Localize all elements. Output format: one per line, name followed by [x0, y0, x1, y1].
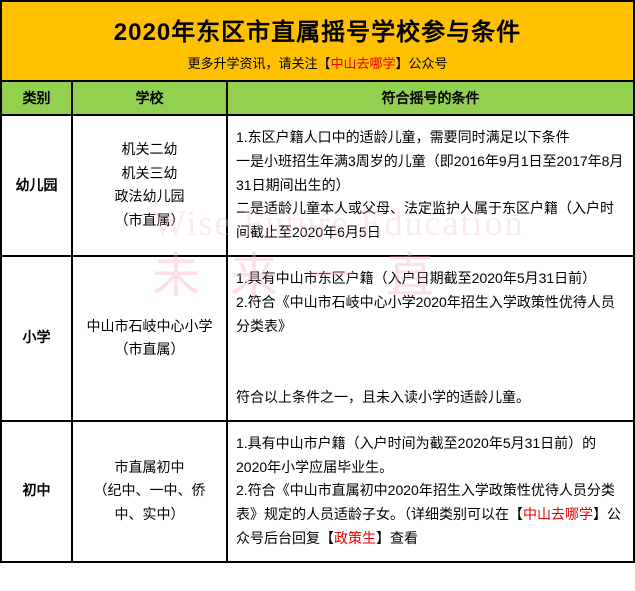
subtitle-highlight: 中山去哪学: [330, 56, 395, 71]
document-container: 2020年东区市直属摇号学校参与条件 更多升学资讯，请关注【中山去哪学】公众号 …: [0, 0, 635, 563]
cell-condition: 1.具有中山市户籍（入户时间为截至2020年5月31日前）的2020年小学应届毕…: [227, 421, 633, 562]
cell-category: 幼儿园: [2, 115, 72, 256]
doc-title: 2020年东区市直属摇号学校参与条件: [10, 12, 625, 47]
table-row: 幼儿园 机关二幼机关三幼政法幼儿园（市直属） 1.东区户籍人口中的适龄儿童，需要…: [2, 115, 633, 256]
cell-condition: 1.具有中山市东区户籍（入户日期截至2020年5月31日前）2.符合《中山市石岐…: [227, 256, 633, 421]
cell-school: 机关二幼机关三幼政法幼儿园（市直属）: [72, 115, 227, 256]
th-condition: 符合摇号的条件: [227, 82, 633, 115]
conditions-table: 类别 学校 符合摇号的条件 幼儿园 机关二幼机关三幼政法幼儿园（市直属） 1.东…: [2, 82, 633, 563]
table-header-row: 类别 学校 符合摇号的条件: [2, 82, 633, 115]
cell-category: 小学: [2, 256, 72, 421]
table-row: 小学 中山市石岐中心小学（市直属） 1.具有中山市东区户籍（入户日期截至2020…: [2, 256, 633, 421]
th-category: 类别: [2, 82, 72, 115]
doc-header: 2020年东区市直属摇号学校参与条件 更多升学资讯，请关注【中山去哪学】公众号: [2, 2, 633, 82]
subtitle-post: 】公众号: [396, 56, 448, 71]
doc-subtitle: 更多升学资讯，请关注【中山去哪学】公众号: [10, 53, 625, 72]
table-row: 初中 市直属初中（纪中、一中、侨中、实中） 1.具有中山市户籍（入户时间为截至2…: [2, 421, 633, 562]
cell-category: 初中: [2, 421, 72, 562]
subtitle-pre: 更多升学资讯，请关注【: [187, 56, 330, 71]
cell-school: 市直属初中（纪中、一中、侨中、实中）: [72, 421, 227, 562]
cell-school: 中山市石岐中心小学（市直属）: [72, 256, 227, 421]
cell-condition: 1.东区户籍人口中的适龄儿童，需要同时满足以下条件一是小班招生年满3周岁的儿童（…: [227, 115, 633, 256]
th-school: 学校: [72, 82, 227, 115]
